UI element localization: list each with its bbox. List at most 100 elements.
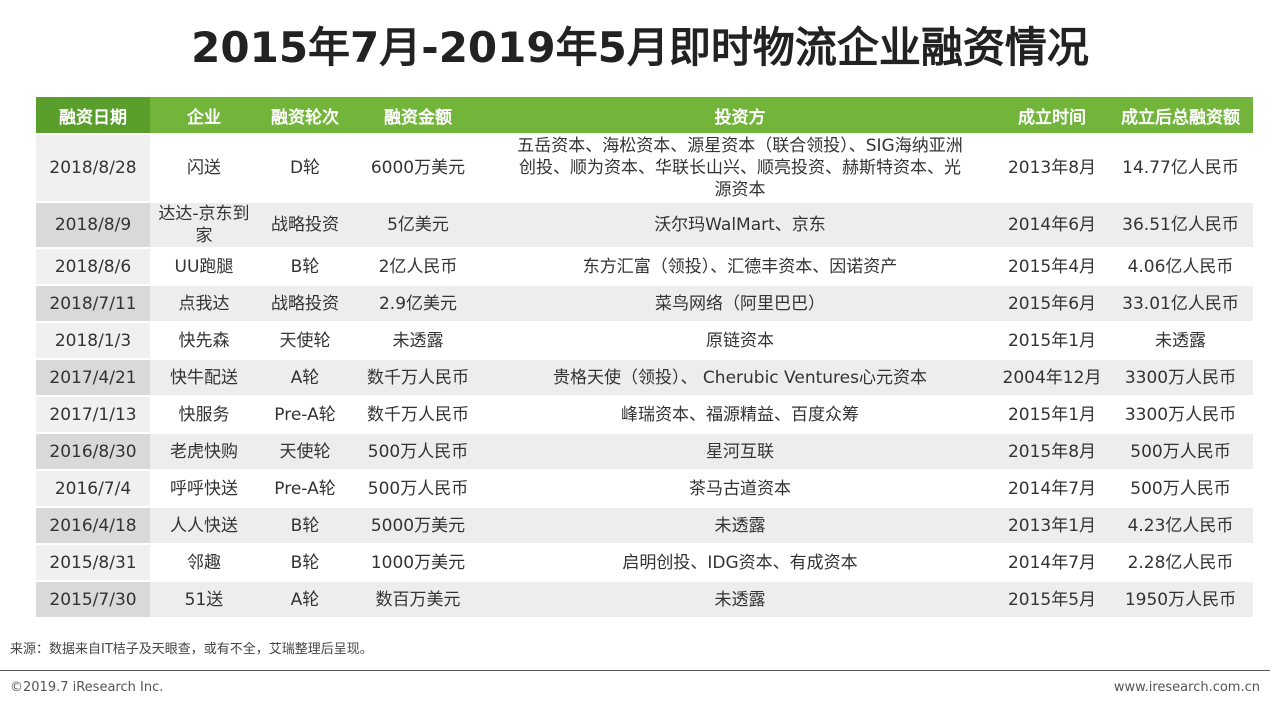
table-row: 2015/8/31 邻趣 B轮 1000万美元 启明创投、IDG资本、有成资本 2014年… (36, 543, 1253, 580)
table-cell: 2017/4/21 (36, 358, 150, 395)
table-row: 2016/7/4 呼呼快送 Pre-A轮 500万人民币 茶马古道资本 2014年7月 50… (36, 469, 1253, 506)
table-cell: 2018/1/3 (36, 321, 150, 358)
table-cell: Pre-A轮 (258, 469, 352, 506)
table-cell: B轮 (258, 247, 352, 284)
table-cell: 数千万人民币 (352, 395, 484, 432)
title: 2015年7月-2019年5月即时物流企业融资情况 (191, 23, 1089, 72)
column-header: 融资金额 (352, 97, 484, 133)
table-cell: 菜鸟网络（阿里巴巴） (484, 284, 996, 321)
table-cell: 2015/7/30 (36, 580, 150, 617)
table-cell: 5亿美元 (352, 201, 484, 247)
table-cell: 未透露 (1108, 321, 1253, 358)
table-row: 2018/8/6 UU跑腿 B轮 2亿人民币 东方汇富（领投）、汇德丰资本、因诺资产 20… (36, 247, 1253, 284)
table-row: 2016/8/30 老虎快购 天使轮 500万人民币 星河互联 2015年8月 500万人民… (36, 432, 1253, 469)
table-cell: 快牛配送 (150, 358, 258, 395)
table-cell: 2018/8/28 (36, 133, 150, 201)
column-header: 企业 (150, 97, 258, 133)
table-cell: 33.01亿人民币 (1108, 284, 1253, 321)
header-row: 融资日期 企业 融资轮次 融资金额 投资方 成立时间 成立后总融资额 (36, 97, 1253, 133)
table-cell: 1950万人民币 (1108, 580, 1253, 617)
table-cell: 6000万美元 (352, 133, 484, 201)
table-cell: 峰瑞资本、福源精益、百度众筹 (484, 395, 996, 432)
table-cell: 2016/8/30 (36, 432, 150, 469)
table-cell: 4.23亿人民币 (1108, 506, 1253, 543)
table-cell: 3300万人民币 (1108, 358, 1253, 395)
table-cell: 500万人民币 (352, 469, 484, 506)
table-cell: 1000万美元 (352, 543, 484, 580)
table-cell: 星河互联 (484, 432, 996, 469)
table-row: 2018/1/3 快先森 天使轮 未透露 原链资本 2015年1月 未透露 (36, 321, 1253, 358)
table-cell: 5000万美元 (352, 506, 484, 543)
table-cell: 36.51亿人民币 (1108, 201, 1253, 247)
table-cell: 点我达 (150, 284, 258, 321)
table-cell: 2014年6月 (996, 201, 1108, 247)
table-cell: 沃尔玛WalMart、京东 (484, 201, 996, 247)
table-cell: 战略投资 (258, 201, 352, 247)
table-cell: 2015年1月 (996, 321, 1108, 358)
table-cell: 2018/8/6 (36, 247, 150, 284)
table-cell: 快服务 (150, 395, 258, 432)
column-header: 投资方 (484, 97, 996, 133)
column-header: 融资轮次 (258, 97, 352, 133)
table-cell: 4.06亿人民币 (1108, 247, 1253, 284)
table-row: 2017/4/21 快牛配送 A轮 数千万人民币 贵格天使（领投）、 Cherubic … (36, 358, 1253, 395)
table-cell: 2018/8/9 (36, 201, 150, 247)
column-header: 成立后总融资额 (1108, 97, 1253, 133)
table-cell: 天使轮 (258, 432, 352, 469)
table-cell: 51送 (150, 580, 258, 617)
table-cell: 2013年1月 (996, 506, 1108, 543)
table-cell: 3300万人民币 (1108, 395, 1253, 432)
table-cell: 达达-京东到家 (150, 201, 258, 247)
table-cell: 天使轮 (258, 321, 352, 358)
table-cell: 2017/1/13 (36, 395, 150, 432)
table-cell: 启明创投、IDG资本、有成资本 (484, 543, 996, 580)
table-cell: 500万人民币 (1108, 432, 1253, 469)
table-cell: D轮 (258, 133, 352, 201)
copyright: ©2019.7 iResearch Inc. (10, 680, 164, 695)
table-cell: 2015年4月 (996, 247, 1108, 284)
table-cell: 500万人民币 (352, 432, 484, 469)
table-cell: 2018/7/11 (36, 284, 150, 321)
table-cell: 2013年8月 (996, 133, 1108, 201)
table-row: 2018/7/11 点我达 战略投资 2.9亿美元 菜鸟网络（阿里巴巴） 2015年6月 3… (36, 284, 1253, 321)
table-cell: 2016/7/4 (36, 469, 150, 506)
table-cell: 2016/4/18 (36, 506, 150, 543)
table-cell: 邻趣 (150, 543, 258, 580)
table-cell: 2亿人民币 (352, 247, 484, 284)
table-cell: 2.28亿人民币 (1108, 543, 1253, 580)
table-cell: 呼呼快送 (150, 469, 258, 506)
table-cell: 贵格天使（领投）、 Cherubic Ventures心元资本 (484, 358, 996, 395)
table-cell: 人人快送 (150, 506, 258, 543)
table-cell: 未透露 (484, 580, 996, 617)
table-cell: 茶马古道资本 (484, 469, 996, 506)
table-cell: 快先森 (150, 321, 258, 358)
table-cell: 2014年7月 (996, 543, 1108, 580)
table-cell: 2015年5月 (996, 580, 1108, 617)
table-cell: 2014年7月 (996, 469, 1108, 506)
table-row: 2015/7/30 51送 A轮 数百万美元 未透露 2015年5月 1950万人民币 (36, 580, 1253, 617)
table-cell: 2015/8/31 (36, 543, 150, 580)
table-cell: 老虎快购 (150, 432, 258, 469)
table-body: 2018/8/28 闪送 D轮 6000万美元 五岳资本、海松资本、源星资本（联合领投）… (36, 133, 1253, 617)
table-row: 2016/4/18 人人快送 B轮 5000万美元 未透露 2013年1月 4.23亿人民币 (36, 506, 1253, 543)
table-cell: 战略投资 (258, 284, 352, 321)
source-note: 来源：数据来自IT桔子及天眼查，或有不全，艾瑞整理后呈现。 (10, 642, 373, 657)
table-cell: 数千万人民币 (352, 358, 484, 395)
table-row: 2018/8/28 闪送 D轮 6000万美元 五岳资本、海松资本、源星资本（联合领投）… (36, 133, 1253, 201)
column-header: 成立时间 (996, 97, 1108, 133)
table-cell: B轮 (258, 506, 352, 543)
table-cell: 东方汇富（领投）、汇德丰资本、因诺资产 (484, 247, 996, 284)
table-cell: 2.9亿美元 (352, 284, 484, 321)
table-cell: UU跑腿 (150, 247, 258, 284)
table-cell: 数百万美元 (352, 580, 484, 617)
table-cell: 14.77亿人民币 (1108, 133, 1253, 201)
funding-table: 融资日期 企业 融资轮次 融资金额 投资方 成立时间 成立后总融资额 2018/8/28 闪送… (36, 97, 1253, 617)
table-cell: Pre-A轮 (258, 395, 352, 432)
table-row: 2017/1/13 快服务 Pre-A轮 数千万人民币 峰瑞资本、福源精益、百度众筹 20… (36, 395, 1253, 432)
table-cell: 2015年8月 (996, 432, 1108, 469)
table-cell: 闪送 (150, 133, 258, 201)
table-cell: 原链资本 (484, 321, 996, 358)
divider (0, 670, 1270, 671)
table-row: 2018/8/9 达达-京东到家 战略投资 5亿美元 沃尔玛WalMart、京东 2014… (36, 201, 1253, 247)
table-cell: A轮 (258, 580, 352, 617)
